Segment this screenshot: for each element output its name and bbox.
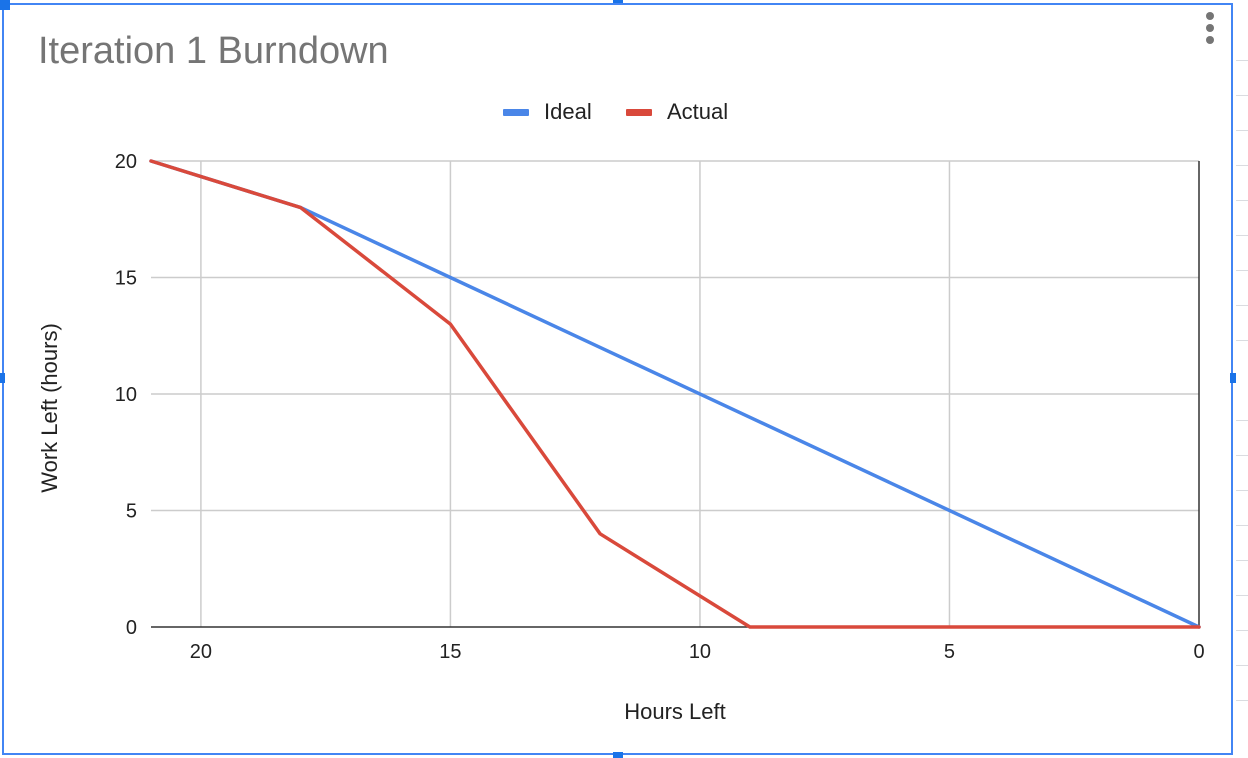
resize-handle-right-middle[interactable] [1230,373,1240,383]
y-tick-label-20: 20 [115,151,137,173]
chart-title: Iteration 1 Burndown [38,30,389,72]
x-axis-label: Hours Left [624,699,726,724]
x-tick-label-15: 15 [439,641,461,663]
legend-label-actual: Actual [667,99,729,124]
more-vert-icon[interactable] [1200,10,1220,48]
chart-legend: Ideal Actual [0,98,1236,126]
x-tick-label-20: 20 [190,641,212,663]
resize-handle-bottom-middle[interactable] [613,752,623,758]
legend-item-actual[interactable]: Actual [626,98,728,126]
legend-swatch-actual [626,108,652,116]
series-line-ideal[interactable] [149,159,1201,629]
legend-swatch-ideal [503,108,529,116]
chart-frame[interactable] [2,3,1233,755]
resize-handle-top-middle[interactable] [613,0,623,3]
y-tick-label-5: 5 [126,501,137,523]
y-tick-label-0: 0 [126,617,137,639]
x-tick-label-0: 0 [1193,641,1204,663]
legend-item-ideal[interactable]: Ideal [503,98,592,126]
resize-handle-left-middle[interactable] [0,373,5,383]
x-tick-label-10: 10 [689,641,711,663]
y-tick-label-15: 15 [115,268,137,290]
y-axis-label: Work Left (hours) [37,323,62,493]
legend-label-ideal: Ideal [544,99,592,124]
y-tick-label-10: 10 [115,384,137,406]
series-line-actual[interactable] [149,159,1201,629]
x-tick-label-5: 5 [944,641,955,663]
spreadsheet-background [1236,0,1248,758]
resize-handle-top-left[interactable] [0,0,10,10]
